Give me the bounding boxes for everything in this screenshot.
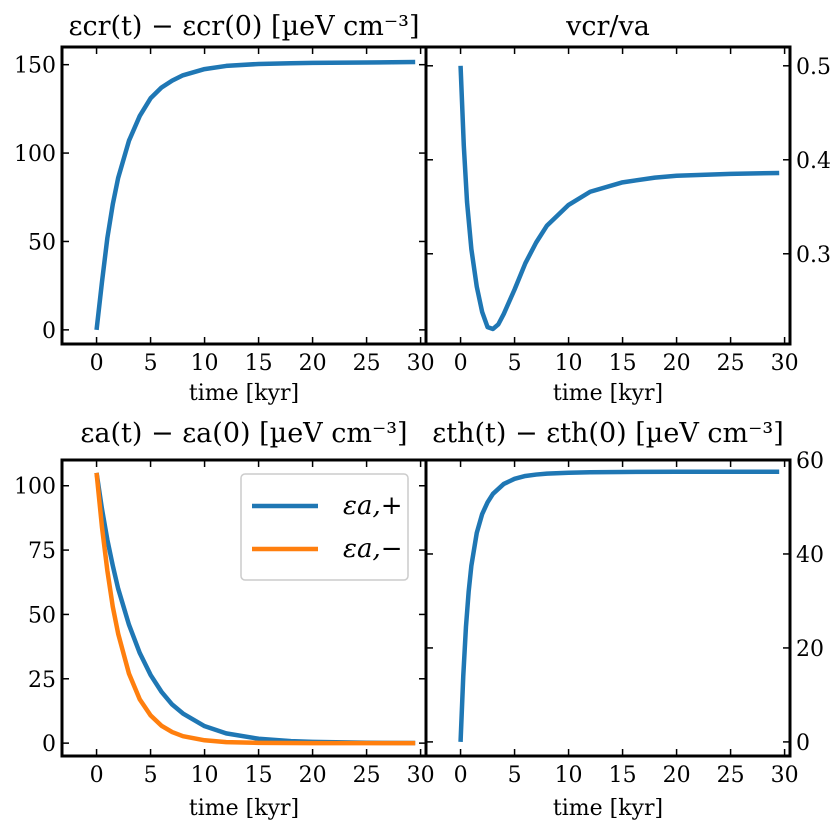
ytick-label-p3-1: 25: [28, 668, 56, 693]
xlabel-p2: time [kyr]: [553, 381, 663, 406]
ytick-label-p4-0: 0: [796, 731, 810, 756]
plot-energy-cr: 0 5 10 15 20 25 30 0 50 100 150: [14, 45, 435, 376]
title-p3: εa(t) − εa(0) [µeV cm⁻³]: [80, 418, 407, 449]
xtick-label-p1-1: 5: [144, 351, 158, 376]
xtick-label-p1-2: 10: [191, 351, 219, 376]
xtick-label-p4-5: 25: [717, 763, 745, 788]
series-line-p3-1: [94, 472, 416, 746]
xlabel-p3: time [kyr]: [189, 796, 299, 821]
series-line-p2-0: [458, 65, 780, 332]
ytick-label-p3-3: 75: [28, 539, 56, 564]
xtick-label-p3-5: 25: [353, 763, 381, 788]
axes-frame-p2: [424, 45, 792, 346]
ytick-label-p1-1: 50: [28, 230, 56, 255]
legend-box: [240, 473, 409, 581]
xtick-label-p2-5: 25: [717, 351, 745, 376]
ytick-label-p4-3: 60: [796, 449, 824, 474]
xtick-label-p4-1: 5: [508, 763, 522, 788]
xtick-label-p1-6: 30: [407, 351, 435, 376]
xlabel-p4: time [kyr]: [553, 796, 663, 821]
xtick-label-p4-2: 10: [555, 763, 583, 788]
xlabel-p1: time [kyr]: [189, 381, 299, 406]
legend-label-minus: εa,−: [343, 534, 403, 564]
ytick-label-p1-0: 0: [42, 319, 56, 344]
plot-energy-thermal: 0 5 10 15 20 25 30 0 20 40 60: [424, 449, 824, 788]
ytick-label-p1-2: 100: [14, 142, 56, 167]
xtick-label-p3-1: 5: [144, 763, 158, 788]
ytick-label-p4-1: 20: [796, 637, 824, 662]
ytick-label-p4-2: 40: [796, 543, 824, 568]
series-line-p1-0: [94, 59, 416, 331]
xtick-label-p3-6: 30: [407, 763, 435, 788]
plot-velocity-ratio: 0 5 10 15 20 25 30 0.3 0.4 0.5: [424, 45, 830, 376]
title-p1: εcr(t) − εcr(0) [µeV cm⁻³]: [68, 11, 419, 42]
xtick-label-p3-4: 20: [299, 763, 327, 788]
xtick-label-p4-3: 15: [609, 763, 637, 788]
xtick-label-p2-1: 5: [508, 351, 522, 376]
xtick-label-p1-4: 20: [299, 351, 327, 376]
xtick-label-p1-0: 0: [90, 351, 104, 376]
axes-frame-p4: [424, 458, 792, 758]
ytick-label-p1-3: 150: [14, 54, 56, 79]
xtick-label-p3-2: 10: [191, 763, 219, 788]
ytick-label-p2-2: 0.5: [796, 55, 830, 80]
ytick-label-p3-2: 50: [28, 603, 56, 628]
title-p4: εth(t) − εth(0) [µeV cm⁻³]: [432, 418, 783, 449]
xtick-label-p2-3: 15: [609, 351, 637, 376]
xtick-label-p2-0: 0: [454, 351, 468, 376]
ytick-label-p3-0: 0: [42, 732, 56, 757]
xtick-label-p1-5: 25: [353, 351, 381, 376]
title-p2: vcr/va: [565, 11, 650, 42]
xtick-label-p4-0: 0: [454, 763, 468, 788]
xtick-label-p3-0: 0: [90, 763, 104, 788]
xtick-label-p2-6: 30: [771, 351, 799, 376]
xtick-label-p1-3: 15: [245, 351, 273, 376]
series-line-p4-0: [458, 469, 780, 742]
ytick-label-p3-4: 100: [14, 475, 56, 500]
xtick-label-p2-2: 10: [555, 351, 583, 376]
xtick-label-p4-6: 30: [771, 763, 799, 788]
xtick-label-p4-4: 20: [663, 763, 691, 788]
xtick-label-p3-3: 15: [245, 763, 273, 788]
legend: εa,+ εa,−: [240, 473, 409, 581]
ytick-label-p2-1: 0.4: [796, 149, 830, 174]
legend-label-plus: εa,+: [343, 491, 403, 521]
xtick-label-p2-4: 20: [663, 351, 691, 376]
plot-energy-alfven: 0 5 10 15 20 25 30 0 25 50 75 100: [14, 458, 435, 788]
ytick-label-p2-0: 0.3: [796, 243, 830, 268]
